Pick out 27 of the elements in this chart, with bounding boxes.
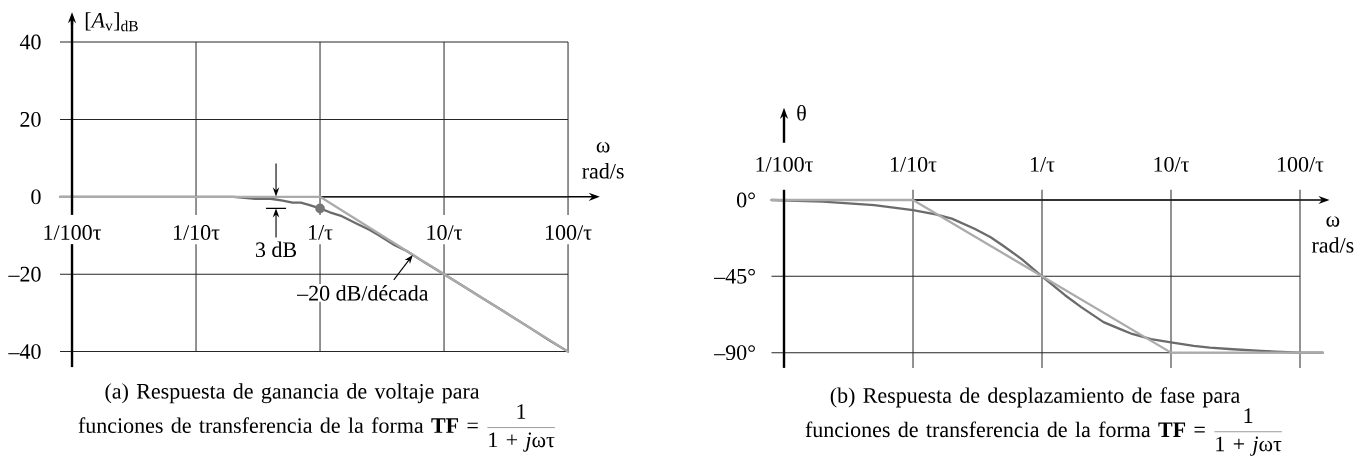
y-tick-label: –90° xyxy=(714,345,755,361)
x-tick-label: 1/τ xyxy=(308,225,333,240)
y-axis-title: θ xyxy=(797,105,806,121)
y-tick-label: –40 xyxy=(8,344,41,360)
x-tick-label: 1/100τ xyxy=(44,225,102,240)
x-tick-label: 10/τ xyxy=(1154,156,1189,172)
x-axis-title: ω rad/s xyxy=(582,142,624,179)
y-tick-label: 20 xyxy=(20,112,41,127)
annotation: 3 dB xyxy=(255,241,297,258)
y-axis-title: [A$_{v}$]$_{dB}$ xyxy=(85,12,138,32)
x-tick-label: 1/10τ xyxy=(890,156,937,172)
x-tick-label: 1/τ xyxy=(1030,157,1055,172)
x-tick-label: 1/100τ xyxy=(756,156,814,172)
text: (a) Respuesta de ganancia de voltaje para funciones de transferencia de la forma TF = xyxy=(78,383,480,433)
x-axis-title: ω rad/s xyxy=(1311,216,1354,253)
y-tick-label: 0 xyxy=(31,189,41,205)
text: $\frac{\mbox{1}}{\mbox{1 + \textit{j}ωτ}}$ xyxy=(487,404,555,452)
y-tick-label: –45° xyxy=(714,268,755,284)
y-tick-label: 40 xyxy=(19,34,41,50)
x-tick-label: 1/10τ xyxy=(173,225,220,240)
x-tick-label: 10/τ xyxy=(427,225,463,240)
x-tick-label: 100/τ xyxy=(1277,156,1324,172)
y-tick-label: –20 xyxy=(8,266,41,282)
text: $\frac{\mbox{1}}{\mbox{1 + \textit{j}ωτ}}$ xyxy=(1214,408,1282,456)
x-tick-label: 100/τ xyxy=(545,225,592,240)
annotation: –20 dB/década xyxy=(296,285,429,301)
y-tick-label: 0° xyxy=(737,192,755,208)
